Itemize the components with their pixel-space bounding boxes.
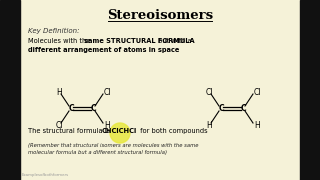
Text: Cl: Cl xyxy=(103,87,111,96)
Text: H: H xyxy=(254,122,260,130)
Text: The structural formula is: The structural formula is xyxy=(28,128,112,134)
Text: Examplesofbothformers: Examplesofbothformers xyxy=(22,173,69,177)
Text: CHClCHCl: CHClCHCl xyxy=(102,128,137,134)
Text: H: H xyxy=(206,122,212,130)
Circle shape xyxy=(110,123,130,143)
Text: C: C xyxy=(90,103,96,112)
Text: C: C xyxy=(218,103,224,112)
Text: H: H xyxy=(56,87,62,96)
Text: Molecules with the: Molecules with the xyxy=(28,38,92,44)
Text: but with a: but with a xyxy=(156,38,192,44)
Text: Key Definition:: Key Definition: xyxy=(28,28,79,34)
Text: same STRUCTURAL FORMULA: same STRUCTURAL FORMULA xyxy=(84,38,195,44)
Text: Cl: Cl xyxy=(205,87,213,96)
Bar xyxy=(300,0,320,180)
Text: for both compounds: for both compounds xyxy=(138,128,208,134)
Text: H: H xyxy=(104,122,110,130)
Text: different arrangement of atoms in space: different arrangement of atoms in space xyxy=(28,47,180,53)
Bar xyxy=(0,0,20,180)
Text: Stereoisomers: Stereoisomers xyxy=(107,9,213,22)
Text: Cl: Cl xyxy=(55,122,63,130)
Text: (Remember that structural isomers are molecules with the same
molecular formula : (Remember that structural isomers are mo… xyxy=(28,143,198,155)
Text: C: C xyxy=(68,103,74,112)
Text: Cl: Cl xyxy=(253,87,261,96)
Text: C: C xyxy=(240,103,246,112)
